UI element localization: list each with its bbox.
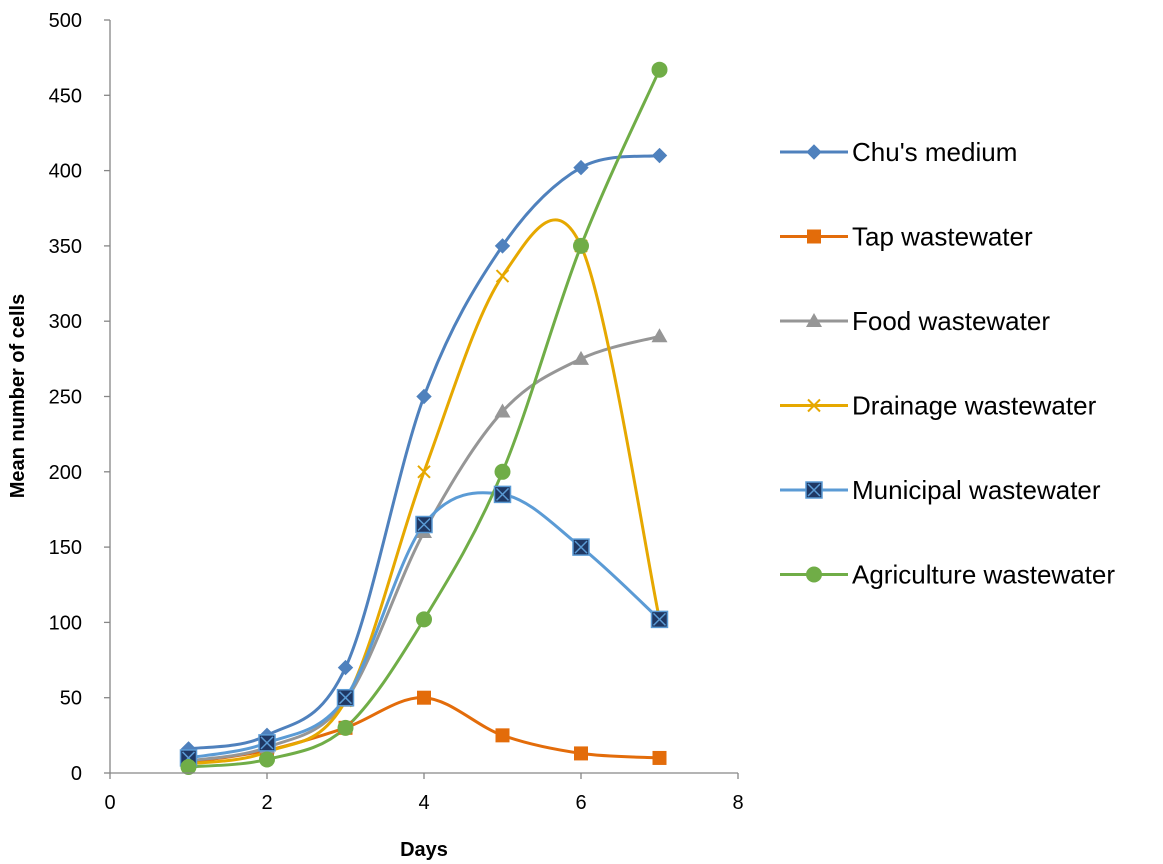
series-chu-s-medium [188, 154, 660, 751]
legend-label: Chu's medium [852, 137, 1017, 167]
data-point [494, 463, 511, 480]
legend-label: Agriculture wastewater [852, 560, 1115, 590]
series-drainage-wastewater [188, 218, 661, 766]
legend-label: Municipal wastewater [852, 475, 1101, 505]
legend-marker [806, 313, 822, 327]
legend-label: Drainage wastewater [852, 391, 1097, 421]
data-point [495, 269, 510, 283]
plot-area [179, 61, 669, 775]
y-tick-label: 150 [49, 537, 82, 559]
data-point [337, 719, 354, 736]
legend-marker [806, 144, 822, 160]
y-tick-label: 100 [49, 612, 82, 634]
legend-label: Tap wastewater [852, 222, 1033, 252]
series-line [188, 69, 661, 769]
legend-item-drainage-wastewater: Drainage wastewater [780, 391, 1097, 421]
markers-agriculture-wastewater [180, 61, 668, 775]
y-tick-label: 250 [49, 387, 82, 409]
data-point [494, 403, 511, 418]
y-tick-label: 50 [60, 688, 82, 710]
series-line [188, 154, 660, 751]
y-tick-label: 300 [49, 311, 82, 333]
x-axis-title: Days [400, 839, 448, 861]
data-point [417, 465, 431, 479]
data-point [493, 485, 512, 504]
x-tick-label: 2 [261, 792, 272, 814]
data-point [650, 610, 669, 629]
data-point [495, 728, 510, 743]
legend-marker [806, 566, 822, 583]
data-point [180, 758, 197, 775]
x-tick-label: 8 [732, 792, 743, 814]
legend-item-food-wastewater: Food wastewater [780, 306, 1050, 336]
series-line [188, 696, 660, 764]
x-tick-label: 4 [418, 792, 429, 814]
y-ticks: 0 50 100 150 200 250 300 350 400 450 500 [49, 10, 110, 785]
markers-drainage-wastewater [181, 239, 667, 771]
legend-marker [807, 229, 821, 244]
markers-chu-s-medium [180, 147, 668, 757]
data-point [417, 690, 431, 705]
markers-tap-wastewater [181, 690, 667, 770]
x-ticks: 0 2 4 6 8 [104, 773, 744, 814]
y-axis-title: Mean number of cells [7, 294, 29, 499]
legend-item-agriculture-wastewater: Agriculture wastewater [780, 560, 1115, 590]
data-point [336, 688, 355, 707]
y-tick-label: 500 [49, 10, 82, 32]
y-tick-label: 400 [49, 161, 82, 183]
y-tick-label: 200 [49, 462, 82, 484]
data-point [572, 538, 590, 556]
legend-marker [807, 398, 821, 413]
data-point [258, 734, 276, 752]
data-point [574, 746, 588, 761]
series-line [188, 218, 661, 766]
data-point [416, 611, 432, 628]
legend-label: Food wastewater [852, 306, 1050, 336]
y-tick-label: 350 [49, 236, 82, 258]
data-point [652, 750, 667, 765]
data-point [259, 751, 275, 768]
series-tap-wastewater [188, 696, 660, 764]
data-point [337, 659, 354, 676]
data-point [573, 350, 589, 365]
series-agriculture-wastewater [188, 69, 661, 769]
axes: 0 2 4 6 8 0 50 100 150 200 250 300 350 400 450 500 [49, 10, 744, 814]
data-point [651, 147, 668, 164]
data-point [415, 515, 433, 534]
data-point [416, 388, 432, 405]
data-point [573, 159, 589, 176]
legend: Chu's medium Tap wastewater Food wastewate… [780, 137, 1115, 590]
data-point [494, 238, 511, 254]
legend-item-municipal-wastewater: Municipal wastewater [780, 475, 1101, 505]
data-point [573, 237, 589, 254]
y-tick-label: 0 [71, 763, 82, 785]
legend-item-tap-wastewater: Tap wastewater [780, 222, 1033, 252]
legend-item-chu-s-medium: Chu's medium [780, 137, 1017, 167]
data-point [651, 61, 668, 78]
x-tick-label: 6 [575, 792, 586, 814]
y-tick-label: 450 [49, 85, 82, 107]
x-tick-label: 0 [104, 792, 115, 814]
data-point [651, 328, 668, 343]
legend-marker [805, 481, 823, 499]
